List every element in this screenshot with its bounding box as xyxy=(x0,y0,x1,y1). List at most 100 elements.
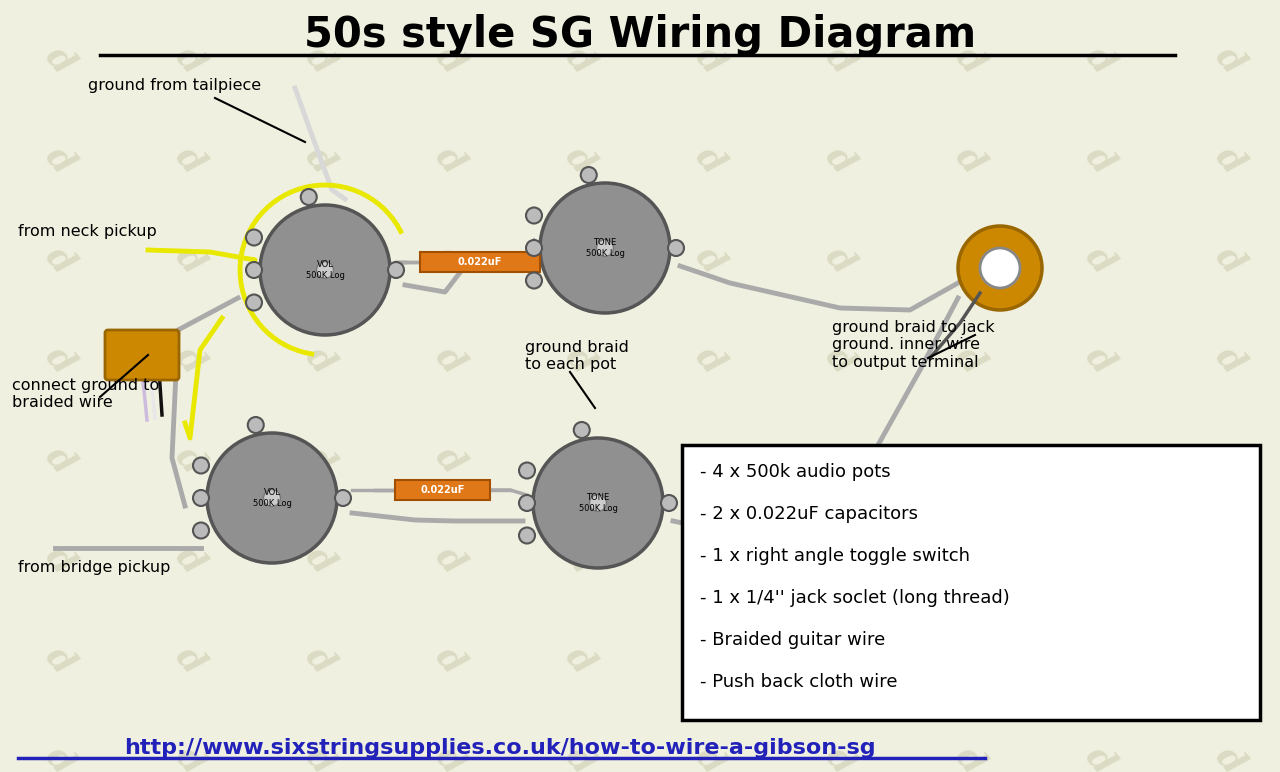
Text: d: d xyxy=(689,540,731,581)
Text: 50s style SG Wiring Diagram: 50s style SG Wiring Diagram xyxy=(303,14,977,56)
Text: d: d xyxy=(948,740,991,772)
Text: ground braid
to each pot: ground braid to each pot xyxy=(525,340,628,372)
Text: d: d xyxy=(559,639,602,681)
Circle shape xyxy=(526,208,541,224)
FancyBboxPatch shape xyxy=(105,330,179,380)
Text: d: d xyxy=(169,140,211,181)
Circle shape xyxy=(590,495,607,512)
Circle shape xyxy=(248,417,264,433)
Text: connect ground to
braided wire: connect ground to braided wire xyxy=(12,378,159,411)
Circle shape xyxy=(193,490,209,506)
Text: d: d xyxy=(429,239,471,280)
Text: d: d xyxy=(298,540,342,581)
Text: d: d xyxy=(1079,140,1121,181)
Text: d: d xyxy=(948,340,991,381)
Text: d: d xyxy=(689,340,731,381)
Text: VOL
500K Log: VOL 500K Log xyxy=(252,489,292,508)
Circle shape xyxy=(540,183,669,313)
Text: d: d xyxy=(1079,740,1121,772)
Text: d: d xyxy=(819,540,861,581)
Text: from bridge pickup: from bridge pickup xyxy=(18,560,170,575)
Text: - 2 x 0.022uF capacitors: - 2 x 0.022uF capacitors xyxy=(700,505,918,523)
Circle shape xyxy=(246,229,262,245)
Text: d: d xyxy=(689,639,731,681)
Text: d: d xyxy=(1208,540,1251,581)
Text: d: d xyxy=(948,540,991,581)
Circle shape xyxy=(388,262,404,278)
Text: d: d xyxy=(689,439,731,481)
Text: TONE
500K Log: TONE 500K Log xyxy=(579,493,617,513)
Text: d: d xyxy=(169,39,211,80)
Bar xyxy=(396,480,490,500)
Text: d: d xyxy=(559,140,602,181)
Text: d: d xyxy=(429,340,471,381)
Circle shape xyxy=(335,490,351,506)
Text: ground from tailpiece: ground from tailpiece xyxy=(88,78,261,93)
Bar xyxy=(682,445,1260,720)
Text: d: d xyxy=(169,239,211,280)
Text: d: d xyxy=(819,439,861,481)
Text: d: d xyxy=(1079,639,1121,681)
Text: d: d xyxy=(819,239,861,280)
Text: d: d xyxy=(429,639,471,681)
Text: d: d xyxy=(819,140,861,181)
Text: VOL
500K Log: VOL 500K Log xyxy=(306,260,344,279)
Text: d: d xyxy=(429,39,471,80)
Circle shape xyxy=(316,262,334,279)
Circle shape xyxy=(532,438,663,568)
Circle shape xyxy=(980,248,1020,288)
Text: d: d xyxy=(948,39,991,80)
Text: d: d xyxy=(1208,140,1251,181)
Text: d: d xyxy=(559,239,602,280)
Text: d: d xyxy=(559,340,602,381)
Text: d: d xyxy=(559,439,602,481)
Text: d: d xyxy=(1079,39,1121,80)
Text: d: d xyxy=(689,239,731,280)
Circle shape xyxy=(193,458,209,473)
Text: d: d xyxy=(298,239,342,280)
Text: d: d xyxy=(169,740,211,772)
Text: d: d xyxy=(819,39,861,80)
Text: d: d xyxy=(38,540,81,581)
Text: - 1 x 1/4'' jack soclet (long thread): - 1 x 1/4'' jack soclet (long thread) xyxy=(700,589,1010,607)
Text: d: d xyxy=(559,740,602,772)
Text: d: d xyxy=(1208,239,1251,280)
Text: d: d xyxy=(298,439,342,481)
Text: d: d xyxy=(169,340,211,381)
Circle shape xyxy=(264,489,280,506)
Text: d: d xyxy=(1208,39,1251,80)
Text: d: d xyxy=(429,439,471,481)
Circle shape xyxy=(518,462,535,479)
Text: d: d xyxy=(819,340,861,381)
Circle shape xyxy=(518,527,535,543)
Text: d: d xyxy=(948,140,991,181)
Circle shape xyxy=(581,167,596,183)
Text: 0.022uF: 0.022uF xyxy=(420,485,465,495)
Text: d: d xyxy=(948,639,991,681)
Circle shape xyxy=(957,226,1042,310)
Text: d: d xyxy=(298,340,342,381)
Circle shape xyxy=(207,433,337,563)
Text: d: d xyxy=(1208,439,1251,481)
Text: d: d xyxy=(559,39,602,80)
Circle shape xyxy=(246,294,262,310)
Text: d: d xyxy=(819,639,861,681)
Text: - 1 x right angle toggle switch: - 1 x right angle toggle switch xyxy=(700,547,970,565)
Text: d: d xyxy=(298,740,342,772)
Text: from neck pickup: from neck pickup xyxy=(18,224,156,239)
Text: d: d xyxy=(38,439,81,481)
Text: 0.022uF: 0.022uF xyxy=(458,257,502,267)
Circle shape xyxy=(246,262,262,278)
Text: d: d xyxy=(689,39,731,80)
Text: TONE
500K Log: TONE 500K Log xyxy=(585,239,625,258)
Text: - Braided guitar wire: - Braided guitar wire xyxy=(700,631,886,649)
Text: d: d xyxy=(689,740,731,772)
Text: d: d xyxy=(298,39,342,80)
Text: http://www.sixstringsupplies.co.uk/how-to-wire-a-gibson-sg: http://www.sixstringsupplies.co.uk/how-t… xyxy=(124,738,876,758)
Text: ground braid to jack
ground. inner wire
to output terminal: ground braid to jack ground. inner wire … xyxy=(832,320,995,370)
Circle shape xyxy=(526,240,541,256)
Text: d: d xyxy=(429,140,471,181)
Text: d: d xyxy=(1079,340,1121,381)
Text: d: d xyxy=(429,740,471,772)
Text: d: d xyxy=(1208,740,1251,772)
